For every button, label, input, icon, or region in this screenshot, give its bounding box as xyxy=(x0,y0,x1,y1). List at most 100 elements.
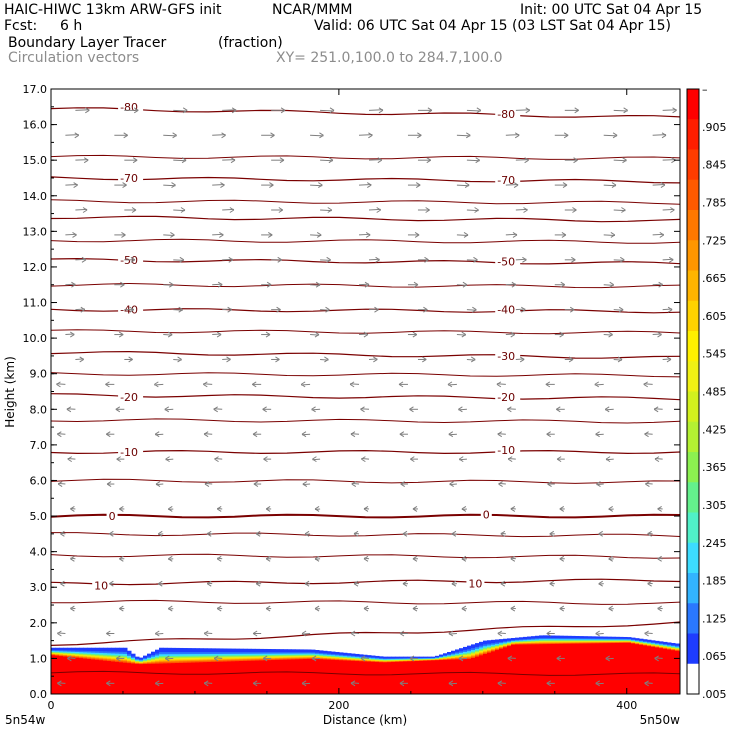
tracer-band xyxy=(363,654,368,657)
isotherm-line xyxy=(51,199,680,205)
vector-head xyxy=(179,256,185,263)
tracer-column xyxy=(291,659,296,694)
tracer-band xyxy=(643,641,648,643)
tracer-band xyxy=(367,656,372,658)
tracer-band xyxy=(239,658,244,660)
vector-head xyxy=(608,506,613,512)
tracer-band xyxy=(319,652,324,655)
tracer-band xyxy=(75,654,80,656)
vector-head xyxy=(327,207,333,213)
tracer-band xyxy=(335,657,340,659)
tracer-band xyxy=(635,641,640,642)
org-label: NCAR/MMM xyxy=(272,2,353,18)
tracer-band xyxy=(167,647,172,653)
vector-head xyxy=(219,231,224,238)
vector-head xyxy=(66,406,72,413)
tracer-band xyxy=(623,636,628,639)
tracer-band xyxy=(299,649,304,653)
tracer-band xyxy=(519,642,524,644)
vector-head xyxy=(116,456,121,463)
tracer-band xyxy=(71,653,76,655)
tracer-band xyxy=(447,656,452,658)
tracer-band xyxy=(627,641,632,642)
tracer-band xyxy=(611,638,616,640)
tracer-band xyxy=(323,655,328,657)
tracer-band xyxy=(479,645,484,648)
tracer-band xyxy=(587,639,592,641)
tracer-band xyxy=(615,636,620,639)
vector-head xyxy=(609,281,614,288)
vector-head xyxy=(265,506,271,512)
tracer-band xyxy=(663,647,668,649)
vector-shaft xyxy=(163,134,177,137)
tracer-band xyxy=(607,638,612,640)
tracer-band xyxy=(215,651,220,654)
tracer-band xyxy=(555,639,560,641)
valid-time: Valid: 06 UTC Sat 04 Apr 15 (03 LST Sat … xyxy=(314,18,672,34)
vector-head xyxy=(461,555,467,562)
tracer-band xyxy=(91,654,96,656)
tracer-column xyxy=(423,660,428,694)
tracer-band xyxy=(459,653,464,655)
vector-head xyxy=(328,157,334,164)
tracer-band xyxy=(359,654,364,657)
tracer-band xyxy=(103,654,108,656)
tracer-band xyxy=(667,646,672,648)
tracer-band xyxy=(135,662,140,664)
tracer-band xyxy=(539,638,544,641)
tracer-band xyxy=(211,648,216,653)
vector-head xyxy=(363,555,369,562)
tracer-band xyxy=(131,658,136,660)
isotherm-line xyxy=(51,553,680,559)
vector-shaft xyxy=(222,109,237,111)
tracer-band xyxy=(107,659,112,662)
contour-label-bg xyxy=(495,173,521,186)
tracer-column xyxy=(183,662,188,694)
tracer-band xyxy=(479,652,484,655)
tracer-band xyxy=(571,641,576,643)
tracer-column xyxy=(431,659,436,694)
tracer-band xyxy=(447,654,452,657)
tracer-band xyxy=(547,641,552,642)
vector-head xyxy=(464,182,470,189)
tracer-band xyxy=(175,661,180,663)
tracer-band xyxy=(231,656,236,659)
tracer-band xyxy=(99,654,104,656)
contour-label: -70 xyxy=(497,174,515,187)
tracer-band xyxy=(95,658,100,660)
tracer-band xyxy=(607,642,612,644)
tracer-band xyxy=(527,641,532,643)
tracer-band xyxy=(315,652,320,654)
vector-head xyxy=(448,630,454,637)
tracer-band xyxy=(439,655,444,657)
tracer-band xyxy=(103,655,108,657)
tracer-column xyxy=(143,663,148,694)
vector-head xyxy=(605,456,611,463)
vector-shaft xyxy=(613,259,625,261)
tracer-band xyxy=(463,654,468,656)
tracer-band xyxy=(251,654,256,657)
tracer-band xyxy=(143,661,148,663)
tracer-band xyxy=(491,646,496,648)
tracer-band xyxy=(119,653,124,656)
y-tick-label: 10.0 xyxy=(23,332,48,345)
tracer-column xyxy=(115,661,120,694)
tracer-band xyxy=(143,662,148,664)
contour-label-bg xyxy=(92,579,111,592)
vector-head xyxy=(350,630,356,637)
tracer-band xyxy=(499,644,504,646)
tracer-band xyxy=(503,643,508,645)
tracer-band xyxy=(279,653,284,655)
tracer-band xyxy=(95,652,100,655)
tracer-band xyxy=(479,653,484,656)
tracer-band xyxy=(555,640,560,642)
tracer-band xyxy=(627,639,632,641)
tracer-band xyxy=(227,659,232,662)
vector-head xyxy=(203,431,209,438)
tracer-band xyxy=(495,645,500,647)
tracer-band xyxy=(63,653,68,655)
tracer-band xyxy=(439,654,444,657)
tracer-band xyxy=(655,640,660,643)
tracer-band xyxy=(315,654,320,656)
vector-head xyxy=(265,331,271,338)
